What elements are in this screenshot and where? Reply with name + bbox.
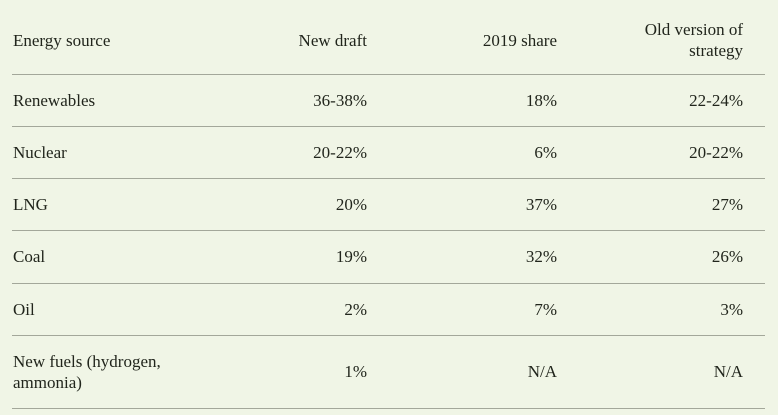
old-version-cell: 3% <box>557 283 765 336</box>
share-2019-cell: 18% <box>367 74 557 127</box>
energy-strategy-table-container: Energy source New draft 2019 share Old v… <box>12 7 765 410</box>
share-2019-cell: 37% <box>367 178 557 232</box>
header-row: Energy source New draft 2019 share Old v… <box>12 7 765 75</box>
column-header-new-draft: New draft <box>224 7 367 75</box>
new-draft-cell: 20% <box>224 178 367 232</box>
row-label-cell: Renewables <box>12 74 224 127</box>
new-draft-cell: 20-22% <box>224 126 367 180</box>
old-version-cell: 22-24% <box>557 74 765 127</box>
new-draft-cell: 36-38% <box>224 74 367 127</box>
row-label-cell: Oil <box>12 283 224 336</box>
new-draft-cell: 19% <box>224 230 367 284</box>
column-header-energy-source: Energy source <box>12 7 224 75</box>
row-label-cell: New fuels (hydrogen, ammonia) <box>12 335 224 410</box>
table-row: Coal 19% 32% 26% <box>12 230 765 284</box>
table-row: Renewables 36-38% 18% 22-24% <box>12 74 765 127</box>
old-version-cell: N/A <box>557 335 765 410</box>
column-header-old-version-label: Old version of strategy <box>644 20 743 61</box>
row-label-cell: Coal <box>12 230 224 284</box>
column-header-old-version: Old version of strategy <box>557 7 765 75</box>
new-draft-cell: 1% <box>224 335 367 410</box>
share-2019-cell: 6% <box>367 126 557 180</box>
row-label-cell: LNG <box>12 178 224 232</box>
energy-strategy-table: Energy source New draft 2019 share Old v… <box>12 7 765 410</box>
column-header-2019-share: 2019 share <box>367 7 557 75</box>
new-draft-cell: 2% <box>224 283 367 336</box>
share-2019-cell: 7% <box>367 283 557 336</box>
old-version-cell: 27% <box>557 178 765 232</box>
table-row: Oil 2% 7% 3% <box>12 283 765 336</box>
row-label-cell: Nuclear <box>12 126 224 180</box>
table-row: LNG 20% 37% 27% <box>12 178 765 232</box>
old-version-cell: 20-22% <box>557 126 765 180</box>
table-row: Nuclear 20-22% 6% 20-22% <box>12 126 765 180</box>
share-2019-cell: 32% <box>367 230 557 284</box>
old-version-cell: 26% <box>557 230 765 284</box>
table-row: New fuels (hydrogen, ammonia) 1% N/A N/A <box>12 335 765 410</box>
share-2019-cell: N/A <box>367 335 557 410</box>
